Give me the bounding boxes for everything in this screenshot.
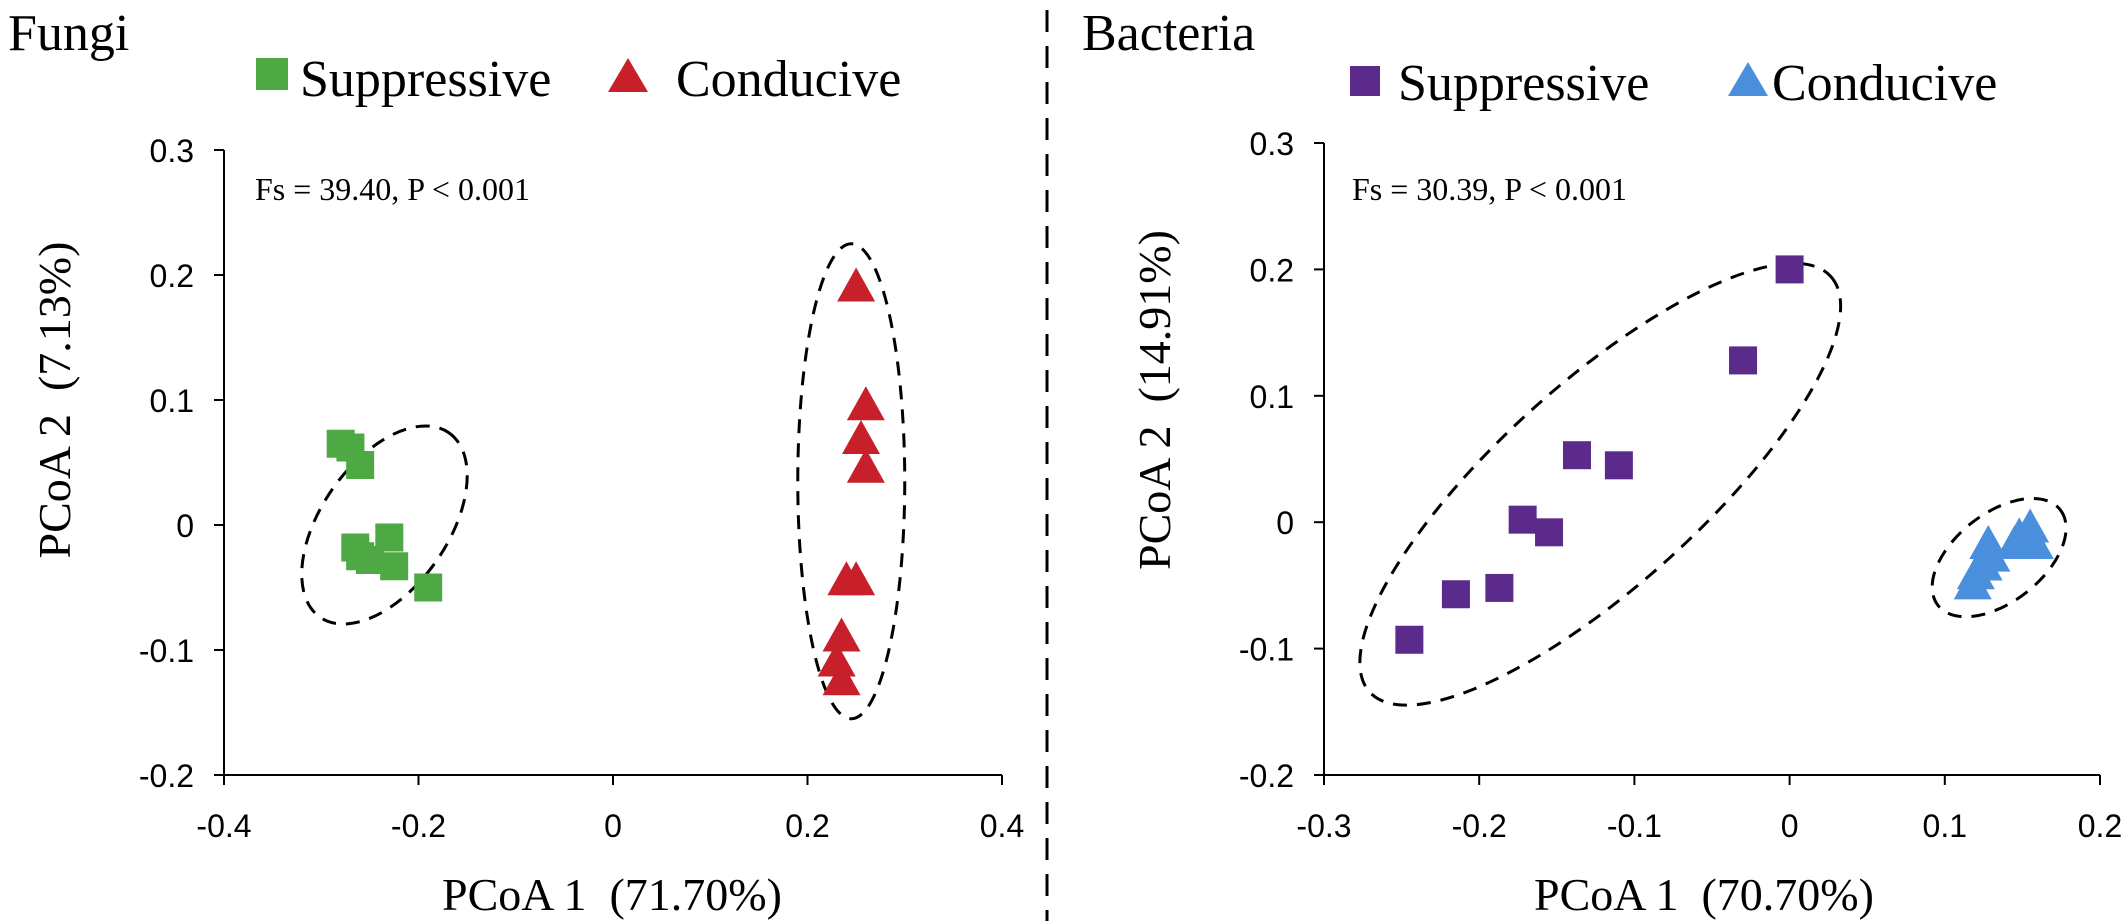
legend: Suppressive Conducive bbox=[1350, 55, 1997, 112]
data-point-triangle bbox=[1953, 565, 1992, 600]
data-point-square bbox=[1775, 255, 1804, 284]
stat-annotation: Fs = 39.40, P < 0.001 bbox=[255, 171, 530, 207]
ellipses bbox=[1358, 261, 2068, 707]
data-point-triangle bbox=[846, 448, 885, 483]
panel-title: Bacteria bbox=[1082, 5, 1255, 62]
y-axis-label: PCoA 2 (14.91%) bbox=[1129, 230, 1180, 570]
cluster-ellipse bbox=[796, 242, 907, 721]
x-tick-label: 0.2 bbox=[785, 808, 829, 844]
cluster-ellipse bbox=[1358, 261, 1843, 707]
data-point-triangle bbox=[822, 617, 861, 652]
y-tick-label: -0.2 bbox=[139, 758, 194, 794]
data-point-square bbox=[380, 552, 409, 581]
x-tick-label: -0.1 bbox=[1607, 808, 1662, 844]
x-tick-label: 0.2 bbox=[2078, 808, 2122, 844]
data-point-square bbox=[1395, 625, 1424, 654]
x-tick-label: 0 bbox=[1781, 808, 1799, 844]
y-axis-label: PCoA 2 (7.13%) bbox=[29, 242, 80, 559]
stat-annotation: Fs = 30.39, P < 0.001 bbox=[1352, 171, 1627, 207]
data-point-triangle bbox=[837, 561, 876, 596]
x-axis-label: PCoA 1 (71.70%) bbox=[442, 869, 782, 920]
data-point-triangle bbox=[846, 386, 885, 421]
legend-label: Suppressive bbox=[1398, 55, 1649, 112]
legend-marker-triangle bbox=[1728, 62, 1768, 96]
legend-marker-square bbox=[1350, 66, 1380, 96]
y-tick-label: 0.2 bbox=[150, 258, 194, 294]
data-point-square bbox=[346, 451, 375, 479]
data-point-square bbox=[1441, 580, 1470, 609]
legend: Suppressive Conducive bbox=[256, 51, 901, 108]
data-point-triangle bbox=[822, 661, 861, 696]
legend-label: Conducive bbox=[676, 51, 901, 108]
y-tick-label: 0.3 bbox=[150, 133, 194, 169]
legend-label: Conducive bbox=[1772, 55, 1997, 112]
y-tick-label: 0 bbox=[1276, 505, 1294, 541]
x-tick-label: -0.4 bbox=[196, 808, 251, 844]
axes: -0.2-0.100.10.20.3-0.3 -0.2 -0.1 0 0.1 0.2 bbox=[1239, 126, 2122, 844]
cluster-ellipse bbox=[1930, 496, 2068, 619]
data-point-triangle bbox=[841, 420, 880, 454]
y-tick-label: 0 bbox=[176, 508, 194, 544]
axes: -0.2-0.100.10.20.3-0.4 -0.2 0 0.2 0.4 bbox=[139, 133, 1024, 844]
x-tick-label: -0.3 bbox=[1296, 808, 1351, 844]
y-tick-label: 0.1 bbox=[150, 383, 194, 419]
data-point-square bbox=[375, 523, 404, 552]
data-marks bbox=[1395, 255, 2054, 654]
legend-marker-triangle bbox=[608, 58, 648, 92]
y-tick-label: -0.1 bbox=[139, 633, 194, 669]
x-tick-label: 0.4 bbox=[980, 808, 1024, 844]
data-point-square bbox=[1729, 346, 1758, 375]
y-tick-label: 0.3 bbox=[1250, 126, 1294, 162]
panel-bacteria: Bacteria Fs = 30.39, P < 0.001 Suppressi… bbox=[1082, 5, 2122, 920]
x-tick-label: 0.1 bbox=[1923, 808, 1967, 844]
data-point-triangle bbox=[837, 267, 876, 302]
legend-label: Suppressive bbox=[300, 51, 551, 108]
data-point-triangle bbox=[817, 642, 856, 677]
data-point-square bbox=[414, 573, 443, 602]
panel-fungi: Fungi Fs = 39.40, P < 0.001 Suppressive … bbox=[8, 5, 1024, 920]
data-point-square bbox=[1604, 451, 1633, 480]
data-point-triangle bbox=[1995, 524, 2034, 559]
data-point-square bbox=[1485, 573, 1514, 602]
panel-title: Fungi bbox=[8, 5, 129, 62]
x-axis-label: PCoA 1 (70.70%) bbox=[1534, 869, 1874, 920]
ellipses bbox=[300, 242, 907, 721]
y-tick-label: 0.1 bbox=[1250, 379, 1294, 415]
data-point-square bbox=[1508, 505, 1537, 534]
data-marks bbox=[326, 267, 885, 696]
data-point-square bbox=[1535, 518, 1564, 547]
y-tick-label: 0.2 bbox=[1250, 252, 1294, 288]
data-point-square bbox=[1562, 441, 1591, 470]
x-tick-label: -0.2 bbox=[1452, 808, 1507, 844]
legend-marker-square bbox=[256, 58, 288, 90]
x-tick-label: 0 bbox=[604, 808, 622, 844]
y-tick-label: -0.1 bbox=[1239, 632, 1294, 668]
x-tick-label: -0.2 bbox=[391, 808, 446, 844]
y-tick-label: -0.2 bbox=[1239, 758, 1294, 794]
